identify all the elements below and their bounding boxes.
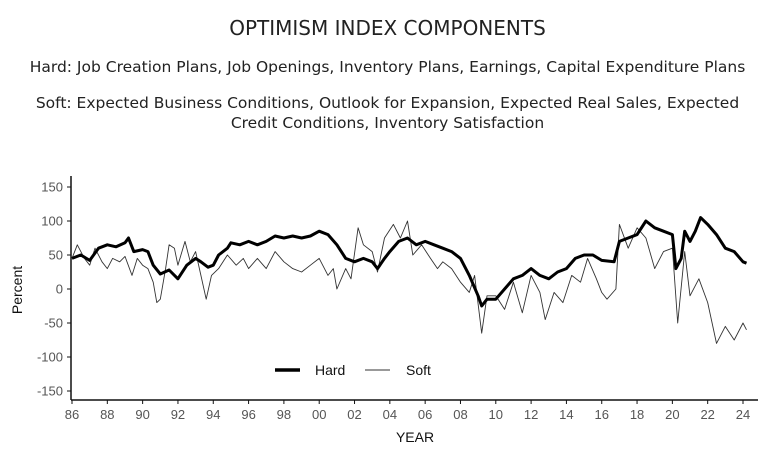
- y-tick-label: -100: [37, 350, 63, 365]
- x-tick-label: 04: [383, 407, 397, 422]
- x-tick-label: 02: [347, 407, 361, 422]
- legend-soft-label: Soft: [406, 362, 431, 378]
- chart-subtitle-hard: Hard: Job Creation Plans, Job Openings, …: [29, 58, 746, 76]
- x-axis-label: YEAR: [396, 429, 434, 445]
- x-tick-label: 92: [171, 407, 185, 422]
- legend-hard-label: Hard: [315, 362, 345, 378]
- x-tick-label: 90: [135, 407, 149, 422]
- y-axis-label: Percent: [9, 266, 25, 314]
- chart-subtitle-soft-1: Soft: Expected Business Conditions, Outl…: [35, 94, 740, 112]
- y-tick-label: 50: [49, 248, 63, 263]
- y-tick-label: 150: [41, 180, 63, 195]
- x-tick-label: 96: [241, 407, 255, 422]
- x-tick-label: 16: [595, 407, 609, 422]
- x-tick-label: 00: [312, 407, 326, 422]
- x-tick-label: 22: [700, 407, 714, 422]
- legend: Hard Soft: [275, 362, 431, 378]
- x-tick-label: 06: [418, 407, 432, 422]
- series-line-soft: [71, 220, 747, 344]
- x-tick-label: 12: [524, 407, 538, 422]
- x-tick-label: 86: [65, 407, 79, 422]
- x-tick-label: 18: [630, 407, 644, 422]
- y-tick-label: 0: [56, 282, 63, 297]
- x-tick-label: 08: [453, 407, 467, 422]
- x-tick-label: 10: [489, 407, 503, 422]
- x-tick-label: 88: [100, 407, 114, 422]
- x-tick-label: 98: [277, 407, 291, 422]
- y-tick-label: -150: [37, 384, 63, 399]
- x-tick-label: 14: [559, 407, 573, 422]
- y-tick-label: 100: [41, 214, 63, 229]
- chart-subtitle-soft-2: Credit Conditions, Inventory Satisfactio…: [230, 114, 545, 132]
- y-tick-label: -50: [44, 316, 63, 331]
- x-tick-label: 20: [665, 407, 679, 422]
- x-tick-label: 94: [206, 407, 220, 422]
- series-line-hard: [71, 216, 748, 308]
- x-tick-label: 24: [736, 407, 750, 422]
- chart-title: OPTIMISM INDEX COMPONENTS: [229, 16, 546, 40]
